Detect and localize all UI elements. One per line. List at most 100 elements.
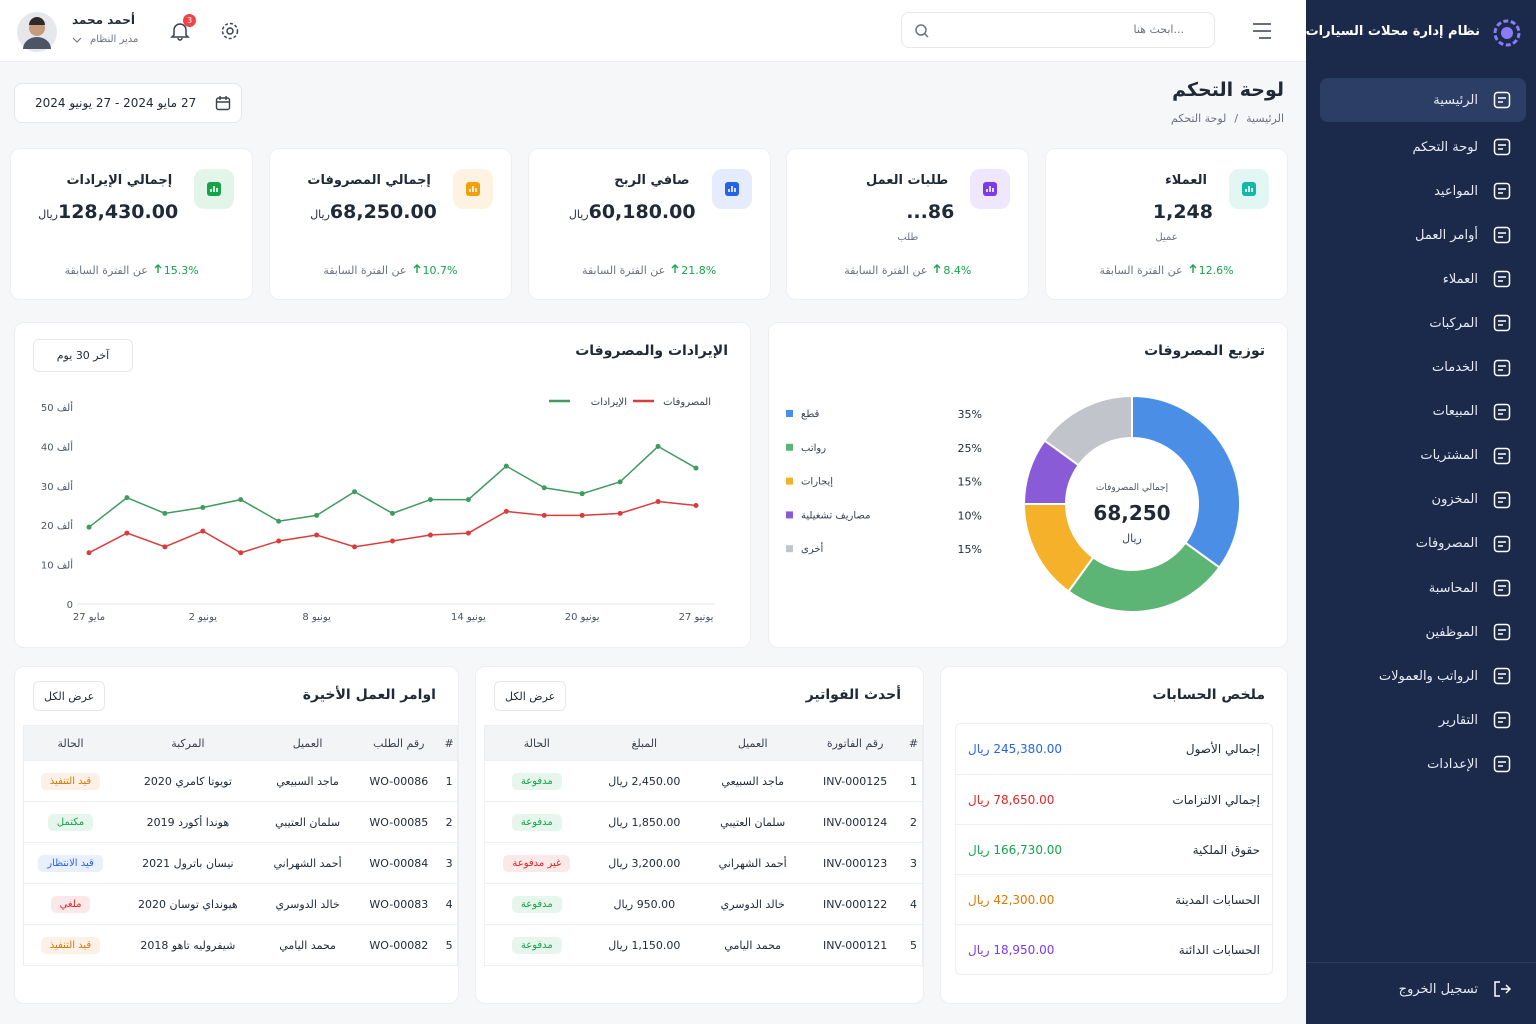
menu-icon (1493, 491, 1511, 509)
table-row[interactable]: 3 INV-000123 أحمد الشهراني 3,200.00 ريال غير… (484, 842, 923, 884)
icon-shape (1245, 186, 1253, 192)
up-arrow (413, 264, 420, 273)
menu-label: الإعدادات (1427, 756, 1478, 772)
cell-text: WO-00086 (369, 774, 429, 788)
range-select[interactable]: آخر 30 يوم (33, 339, 133, 372)
stat-label: طلبات العمل (865, 173, 949, 188)
x-tick-label: 2 يونيو (189, 612, 218, 623)
search-box[interactable]: ابحث هنا... (901, 12, 1215, 48)
menu-item[interactable]: أوامر العمل (1320, 213, 1526, 257)
arrow-shape (933, 264, 941, 273)
legend-label: المصروفات (663, 397, 711, 408)
cell-text: نيسان باترول 2021 (142, 856, 234, 870)
menu-label: المركبات (1429, 315, 1478, 331)
legend-label: قطع (801, 409, 820, 420)
data-point (390, 510, 395, 516)
user-name: أحمد محمد (72, 13, 135, 27)
icon-shape (1498, 717, 1506, 724)
icon-shape (1493, 359, 1511, 376)
cell-text: ماجد السبيعي (721, 774, 784, 788)
menu-item[interactable]: المخزون (1320, 478, 1526, 522)
menu-item[interactable]: المركبات (1320, 301, 1526, 345)
menu-item[interactable]: المحاسبة (1320, 566, 1526, 610)
table-row[interactable]: 2 WO-00085 سلمان العتيبي هوندا أكورد 2019 مك… (23, 801, 458, 843)
table-row[interactable]: 1 WO-00086 ماجد السبيعي تويوتا كامري 2020 قي… (23, 760, 458, 802)
date-range-picker[interactable]: 27 مايو 2024 - 27 يونيو 2024 (14, 83, 242, 123)
table-cell: غير مدفوعة (484, 842, 589, 884)
table-row[interactable]: 1 INV-000125 ماجد السبيعي 2,450.00 ريال مدفو… (484, 760, 923, 802)
table-cell: ملغي (23, 883, 118, 925)
menu-item[interactable]: لوحة التحكم (1320, 125, 1526, 169)
user-caret[interactable] (72, 36, 82, 44)
range-label: آخر 30 يوم (56, 349, 110, 362)
settings-icon[interactable] (220, 21, 240, 41)
table-cell: 2,450.00 ريال (588, 760, 701, 802)
icon-shape (1498, 629, 1506, 635)
table-row[interactable]: 2 INV-000124 سلمان العتيبي 1,850.00 ريال مدف… (484, 801, 923, 843)
legend-label: مصاريف تشغيلية (801, 510, 870, 521)
y-tick-label: 0 (67, 600, 73, 611)
menu-label: الرئيسية (1433, 92, 1478, 108)
account-label: حقوق الملكية (1192, 842, 1260, 857)
data-point (390, 538, 395, 544)
table-row[interactable]: 5 INV-000121 محمد اليامي 1,150.00 ريال مدفوع… (484, 924, 923, 966)
icon-shape (1498, 144, 1506, 150)
menu-label: المبيعات (1432, 404, 1478, 420)
menu-item[interactable]: المصروفات (1320, 522, 1526, 566)
line-chart-card: الإيرادات والمصروفات آخر 30 يوم 0 10 ألف 20 … (14, 322, 751, 648)
table-cell: INV-000122 (805, 883, 905, 925)
table-row[interactable]: 4 WO-00083 خالد الدوسري هيونداي توسان 2020 م… (23, 883, 458, 925)
table-cell: 4 (904, 883, 923, 925)
menu-icon (1493, 91, 1511, 109)
status-badge: ملغي (50, 895, 91, 913)
table-row[interactable]: 4 INV-000122 خالد الدوسري 950.00 ريال مدفوعة (484, 883, 923, 925)
bell-icon[interactable] (170, 21, 190, 41)
table-row[interactable]: 5 WO-00082 محمد اليامي شيفروليه تاهو 2018 قي… (23, 924, 458, 966)
table-cell: خالد الدوسري (700, 883, 806, 925)
cell-text: أحمد الشهراني (718, 856, 787, 870)
stat-compare: عن الفترة السابقة (582, 264, 666, 277)
menu-item[interactable]: التقارير (1320, 698, 1526, 742)
menu-item[interactable]: المبيعات (1320, 390, 1526, 434)
stat-icon (711, 169, 752, 209)
account-label: إجمالي الأصول (1185, 742, 1260, 756)
breadcrumb-item[interactable]: الرئيسية (1246, 112, 1284, 125)
view-all-button[interactable]: عرض الكل (494, 681, 567, 711)
center-label: إجمالي المصروفات (1096, 483, 1168, 493)
stat-change: 8.4% (933, 264, 971, 277)
column-header: المبلغ (588, 725, 701, 761)
notification-badge: 3 (183, 14, 196, 27)
menu-item[interactable]: المواعيد (1320, 169, 1526, 213)
menu-item[interactable]: المشتريات (1320, 434, 1526, 478)
column-header: المركبة (117, 725, 259, 761)
icon-shape (1493, 756, 1511, 773)
invoices-card: أحدث الفواتير عرض الكل # رقم الفاتورة العميل… (475, 666, 924, 1004)
menu-toggle[interactable] (1252, 22, 1272, 40)
icon-shape (1493, 579, 1511, 597)
menu-item[interactable]: الموظفين (1320, 610, 1526, 654)
menu-item[interactable]: العملاء (1320, 257, 1526, 301)
account-row: حقوق الملكية 166,730.00 ريال (956, 824, 1272, 874)
view-all-button[interactable]: عرض الكل (33, 681, 106, 711)
avatar[interactable] (16, 11, 58, 53)
table-cell: 3 (904, 842, 923, 884)
table-cell: سلمان العتيبي (700, 801, 806, 843)
cell-text: 4 (909, 897, 917, 911)
menu-item[interactable]: الرواتب والعمولات (1320, 654, 1526, 698)
account-label: الحسابات الدائنة (1178, 942, 1260, 957)
menu-item[interactable]: الإعدادات (1320, 742, 1526, 786)
table-cell: 3 (441, 842, 458, 884)
arrow-shape (1189, 264, 1197, 273)
menu-item[interactable]: الخدمات (1320, 346, 1526, 390)
table-cell: WO-00086 (356, 760, 442, 802)
divider (1306, 962, 1536, 963)
table-cell: INV-000124 (805, 801, 905, 843)
table-cell: شيفروليه تاهو 2018 (117, 924, 259, 966)
menu-item[interactable]: الرئيسية (1320, 78, 1526, 122)
table-cell: 2 (441, 801, 458, 843)
legend-swatch (786, 511, 793, 519)
logout[interactable]: تسجيل الخروج (1320, 967, 1526, 1011)
donut-slice (1043, 394, 1133, 467)
stat-change: 10.7% (413, 264, 457, 277)
table-row[interactable]: 3 WO-00084 أحمد الشهراني نيسان باترول 2021 ق… (23, 842, 458, 884)
